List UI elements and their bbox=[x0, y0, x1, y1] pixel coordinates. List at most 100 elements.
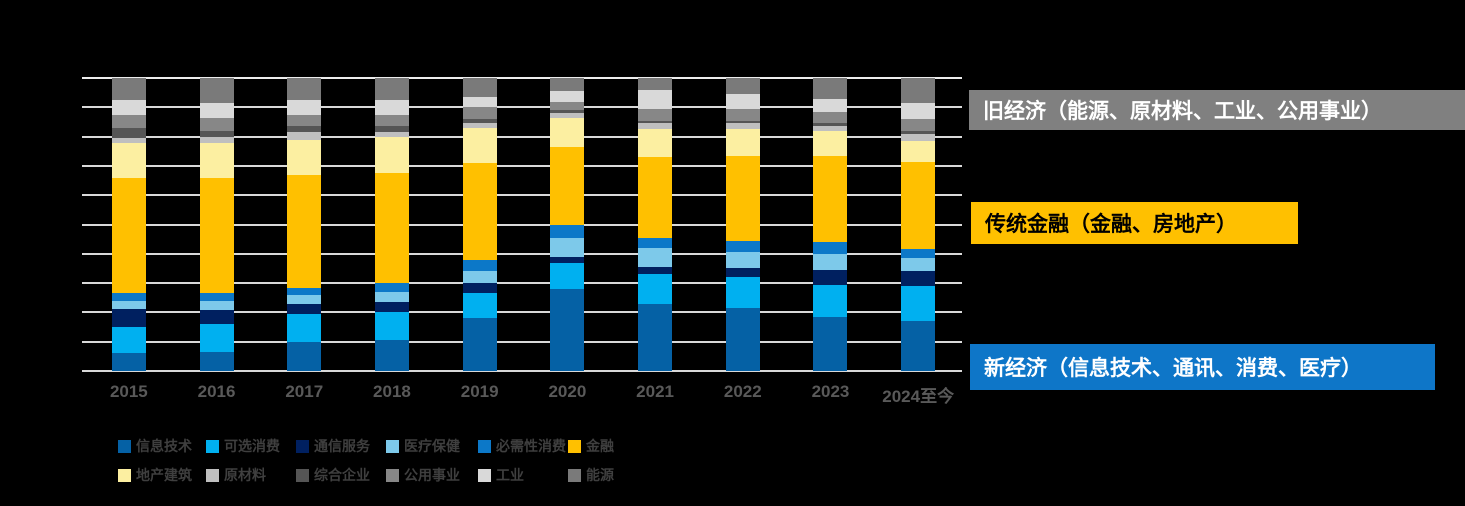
legend-label: 必需性消费 bbox=[496, 438, 566, 454]
bar-segment bbox=[374, 291, 409, 303]
bar-segment bbox=[725, 268, 760, 278]
bar-segment bbox=[813, 126, 848, 131]
x-axis-tick-label: 2018 bbox=[373, 382, 411, 401]
legend-swatch-icon bbox=[386, 439, 399, 453]
bar-segment bbox=[901, 133, 936, 142]
legend-row: 地产建筑 原材料 综合企业 公用事业 工业 能源 bbox=[118, 465, 614, 485]
bar-segment bbox=[374, 126, 409, 133]
legend-swatch-icon bbox=[206, 468, 219, 482]
bar-segment bbox=[638, 274, 673, 304]
bar-segment bbox=[638, 267, 673, 275]
bar-segment bbox=[111, 300, 146, 310]
bar-segment bbox=[374, 283, 409, 292]
bar-series-container bbox=[85, 78, 962, 371]
bar-segment bbox=[901, 271, 936, 287]
bar-segment bbox=[462, 283, 497, 294]
legend: 信息技术 可选消费 通信服务 医疗保健 必需性消费 金融 地产建筑 原材料 综合企业 公用事业 工业… bbox=[118, 436, 614, 485]
bar-segment bbox=[111, 138, 146, 143]
x-axis-tick-label: 2020 bbox=[548, 382, 587, 401]
bar-segment bbox=[111, 78, 146, 101]
legend-item: 地产建筑 bbox=[118, 465, 206, 485]
bar-segment bbox=[901, 249, 936, 259]
bar-segment bbox=[638, 303, 673, 371]
bar-segment bbox=[199, 293, 234, 301]
bar-slot-2024至今 bbox=[874, 78, 962, 371]
bar-segment bbox=[374, 302, 409, 313]
gridline bbox=[82, 164, 962, 167]
legend-item: 必需性消费 bbox=[478, 436, 568, 456]
bar-segment bbox=[725, 108, 760, 121]
bar-segment bbox=[111, 353, 146, 371]
bar-segment bbox=[462, 127, 497, 163]
bar-segment bbox=[199, 351, 234, 371]
x-axis-labels: 2015 2016 2017 2018 2019 2020 2021 2022 2023 2024… bbox=[85, 382, 962, 407]
bar-segment bbox=[550, 237, 585, 257]
legend-item: 医疗保健 bbox=[386, 436, 478, 456]
bar-segment bbox=[813, 269, 848, 285]
bar-segment bbox=[901, 258, 936, 272]
bar-segment bbox=[374, 100, 409, 115]
legend-swatch-icon bbox=[206, 439, 219, 453]
bar-segment bbox=[462, 123, 497, 128]
gridline bbox=[82, 252, 962, 255]
x-axis-tick-label: 2017 bbox=[285, 382, 324, 401]
bar-segment bbox=[111, 142, 146, 178]
bar-segment bbox=[287, 174, 322, 288]
stacked-bar bbox=[287, 78, 322, 371]
bar-segment bbox=[199, 136, 234, 143]
bar-segment bbox=[901, 78, 936, 103]
annotation-new-economy: 新经济（信息技术、通讯、消费、医疗） bbox=[970, 344, 1435, 390]
bar-segment bbox=[725, 240, 760, 253]
bar-segment bbox=[901, 103, 936, 120]
legend-swatch-icon bbox=[296, 468, 309, 482]
bar-segment bbox=[725, 155, 760, 241]
bar-segment bbox=[813, 316, 848, 371]
bar-slot-2015 bbox=[85, 78, 173, 371]
bar-segment bbox=[111, 309, 146, 328]
legend-label: 通信服务 bbox=[314, 438, 370, 454]
legend-swatch-icon bbox=[568, 439, 581, 453]
bar-segment bbox=[287, 78, 322, 101]
bar-segment bbox=[287, 132, 322, 140]
bar-slot-2017 bbox=[260, 78, 348, 371]
bar-segment bbox=[462, 163, 497, 260]
x-axis-tick-label: 2022 bbox=[723, 382, 762, 401]
legend-label: 能源 bbox=[586, 467, 614, 483]
bar-segment bbox=[901, 130, 936, 134]
annotation-old-economy: 旧经济（能源、原材料、工业、公用事业） bbox=[969, 90, 1465, 130]
stacked-bar bbox=[199, 78, 234, 371]
legend-swatch-icon bbox=[118, 468, 131, 482]
bar-segment bbox=[199, 142, 234, 178]
stacked-bar bbox=[638, 78, 673, 371]
gridline bbox=[82, 194, 962, 197]
stacked-bar bbox=[901, 78, 936, 371]
legend-item: 通信服务 bbox=[296, 436, 386, 456]
bar-slot-2019 bbox=[436, 78, 524, 371]
bar-segment bbox=[725, 129, 760, 156]
bar-slot-2021 bbox=[611, 78, 699, 371]
bar-segment bbox=[550, 146, 585, 225]
legend-swatch-icon bbox=[118, 439, 131, 453]
bar-segment bbox=[550, 117, 585, 147]
bar-segment bbox=[638, 123, 673, 130]
bar-segment bbox=[725, 123, 760, 130]
bar-segment bbox=[550, 224, 585, 238]
bar-segment bbox=[550, 91, 585, 102]
legend-item: 能源 bbox=[568, 465, 614, 485]
bar-segment bbox=[374, 132, 409, 137]
bar-segment bbox=[813, 284, 848, 317]
gridline bbox=[82, 311, 962, 314]
bar-segment bbox=[374, 312, 409, 341]
x-axis-tick-label: 2019 bbox=[460, 382, 499, 401]
bar-segment bbox=[813, 123, 848, 127]
bar-segment bbox=[199, 177, 234, 294]
bar-segment bbox=[550, 262, 585, 289]
legend-swatch-icon bbox=[568, 468, 581, 482]
bar-segment bbox=[725, 308, 760, 371]
bar-segment bbox=[462, 107, 497, 120]
legend-label: 工业 bbox=[496, 467, 524, 483]
bar-slot-2018 bbox=[348, 78, 436, 371]
bar-segment bbox=[813, 98, 848, 112]
bar-segment bbox=[813, 111, 848, 124]
